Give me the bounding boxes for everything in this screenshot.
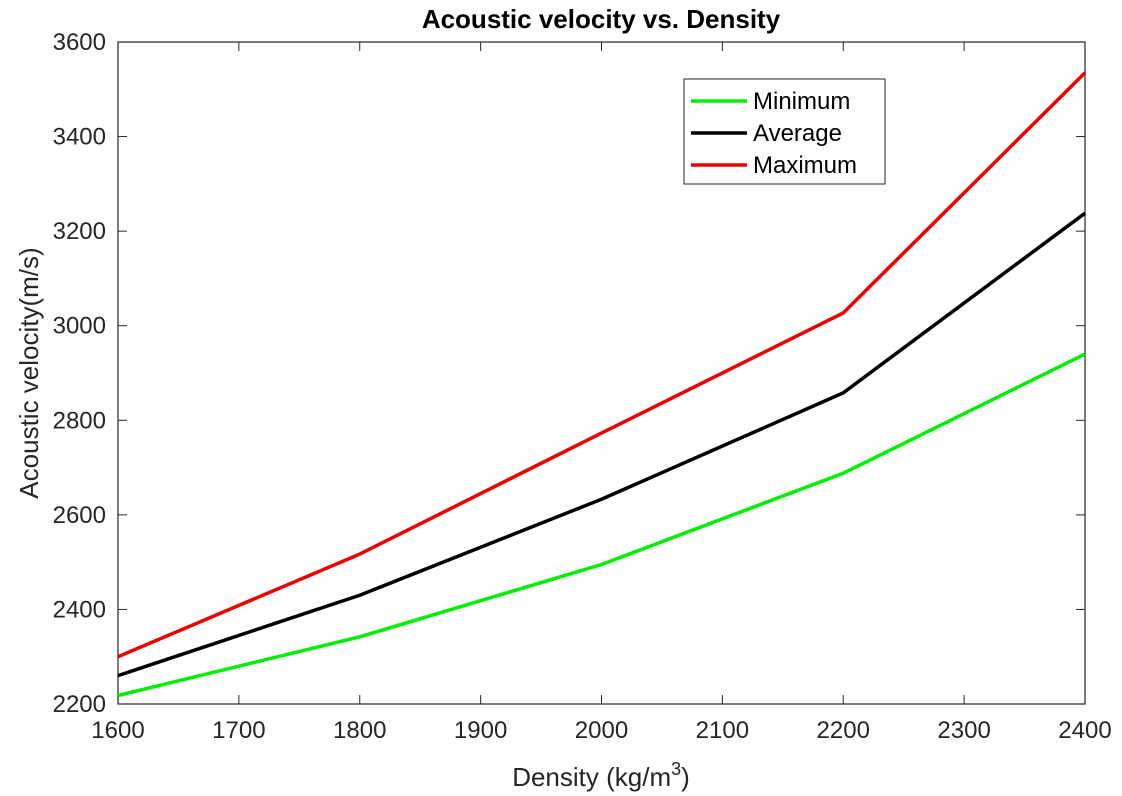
series-line-maximum xyxy=(117,71,1087,659)
x-tick-label: 2400 xyxy=(1058,717,1111,744)
x-tick-label: 1600 xyxy=(91,717,144,744)
series-line-minimum xyxy=(117,352,1086,698)
plot-area: 1600 1700 1800 1900 2000 2100 2200 2300 2400 220… xyxy=(53,29,1112,744)
chart-title: Acoustic velocity vs. Density xyxy=(422,4,781,34)
x-tick-label: 2100 xyxy=(696,717,749,744)
x-tick-label: 1800 xyxy=(333,717,386,744)
y-axis-title: Acoustic velocity(m/s) xyxy=(14,247,44,498)
legend-label: Maximum xyxy=(753,152,857,179)
y-tick-label: 3600 xyxy=(53,29,106,56)
x-tick-label: 2000 xyxy=(575,717,628,744)
axes-box xyxy=(117,41,1086,705)
y-axis-ticks: 2200 2400 2600 2800 3000 3200 3400 3600 xyxy=(53,29,1085,718)
y-tick-label: 3200 xyxy=(53,218,106,245)
x-axis-ticks: 1600 1700 1800 1900 2000 2100 2200 2300 2400 xyxy=(91,42,1112,744)
x-axis-title-main: Density (kg/m xyxy=(512,762,671,792)
y-tick-label: 2800 xyxy=(53,407,106,434)
x-tick-label: 1900 xyxy=(454,717,507,744)
series-lines xyxy=(117,71,1087,698)
y-tick-label: 3400 xyxy=(53,124,106,151)
x-axis-title: Density (kg/m3) xyxy=(512,759,690,792)
x-tick-label: 1700 xyxy=(212,717,265,744)
series-line-average xyxy=(117,211,1087,678)
x-tick-label: 2200 xyxy=(817,717,870,744)
y-tick-label: 2600 xyxy=(53,502,106,529)
x-axis-title-superscript: 3 xyxy=(671,759,681,779)
legend-label: Average xyxy=(753,120,842,147)
y-tick-label: 3000 xyxy=(53,313,106,340)
y-tick-label: 2400 xyxy=(53,596,106,623)
x-axis-title-suffix: ) xyxy=(681,762,690,792)
y-tick-label: 2200 xyxy=(53,691,106,718)
x-tick-label: 2300 xyxy=(937,717,990,744)
legend-label: Minimum xyxy=(753,88,850,115)
legend: Minimum Average Maximum xyxy=(683,78,886,185)
